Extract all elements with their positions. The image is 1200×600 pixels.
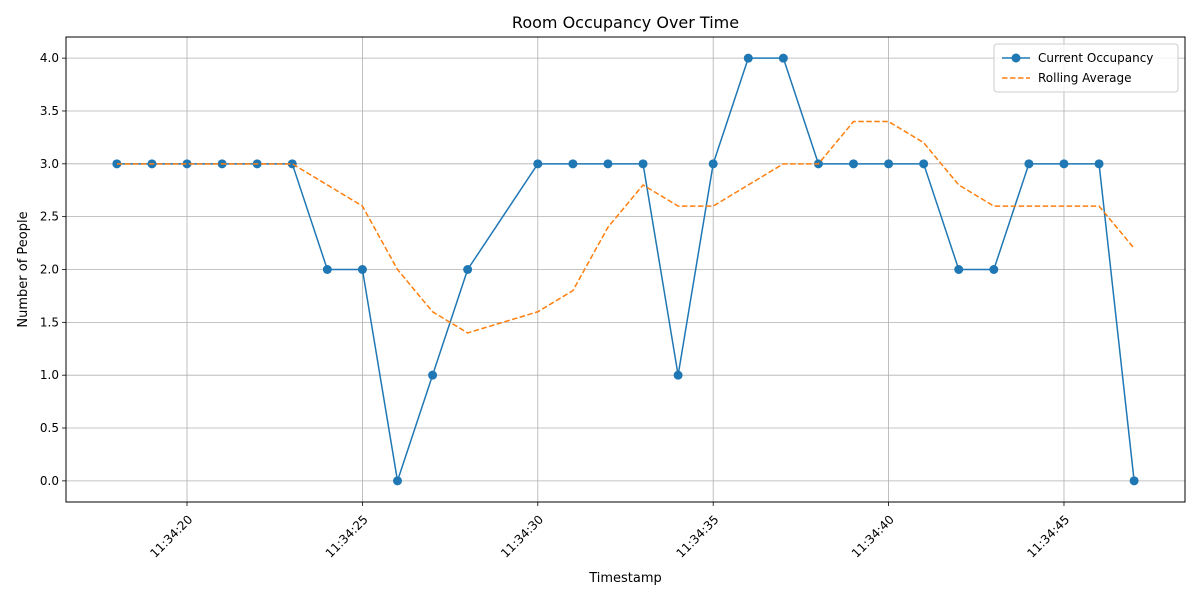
data-point xyxy=(182,159,192,169)
y-tick-label: 2.5 xyxy=(40,210,59,224)
y-tick-label: 3.5 xyxy=(40,104,59,118)
series-group xyxy=(112,53,1139,486)
x-tick-label: 11:34:30 xyxy=(498,512,546,560)
data-point xyxy=(1129,476,1139,486)
data-point xyxy=(849,159,859,169)
data-point xyxy=(1024,159,1034,169)
x-tick-label: 11:34:25 xyxy=(323,512,371,560)
data-point xyxy=(287,159,297,169)
y-tick-label: 3.0 xyxy=(40,157,59,171)
data-point xyxy=(673,370,683,380)
data-point xyxy=(638,159,648,169)
data-point xyxy=(919,159,929,169)
data-point xyxy=(603,159,613,169)
x-tick-label: 11:34:35 xyxy=(674,512,722,560)
data-point xyxy=(322,265,332,274)
data-point xyxy=(357,265,367,274)
data-point xyxy=(1059,159,1069,169)
legend-box xyxy=(993,43,1179,93)
y-tick-label: 1.5 xyxy=(40,315,59,329)
data-point xyxy=(989,265,999,274)
x-axis-label: Timestamp xyxy=(588,571,662,586)
legend-marker xyxy=(1011,53,1021,63)
data-point xyxy=(708,159,718,169)
x-axis-ticks: 11:34:20 11:34:25 11:34:30 11:34:35 11:34:40… xyxy=(147,502,1072,560)
legend: Current Occupancy Rolling Average xyxy=(993,43,1179,93)
y-axis-label: Number of People xyxy=(16,211,31,327)
data-point xyxy=(778,53,788,63)
series-line xyxy=(116,120,1135,334)
y-tick-label: 0.0 xyxy=(40,474,59,488)
data-point xyxy=(884,159,894,169)
data-point xyxy=(743,53,753,63)
data-point xyxy=(463,265,473,274)
x-tick-label: 11:34:40 xyxy=(849,512,897,560)
y-tick-label: 1.0 xyxy=(40,368,59,382)
x-tick-label: 11:34:45 xyxy=(1024,512,1072,560)
chart-title: Room Occupancy Over Time xyxy=(512,13,739,32)
data-point xyxy=(428,370,438,380)
y-tick-label: 4.0 xyxy=(40,51,59,65)
data-point xyxy=(392,476,402,486)
y-tick-label: 2.0 xyxy=(40,263,59,277)
y-tick-label: 0.5 xyxy=(40,421,59,435)
data-point xyxy=(954,265,964,274)
legend-label: Rolling Average xyxy=(1038,71,1131,85)
x-tick-label: 11:34:20 xyxy=(147,512,195,560)
legend-label: Current Occupancy xyxy=(1038,51,1153,65)
grid-lines xyxy=(66,37,1185,502)
data-point xyxy=(533,159,543,169)
y-axis-ticks: 0.0 0.5 1.0 1.5 2.0 2.5 3.0 3.5 4.0 xyxy=(40,51,66,488)
data-point xyxy=(568,159,578,169)
data-point xyxy=(1094,159,1104,169)
